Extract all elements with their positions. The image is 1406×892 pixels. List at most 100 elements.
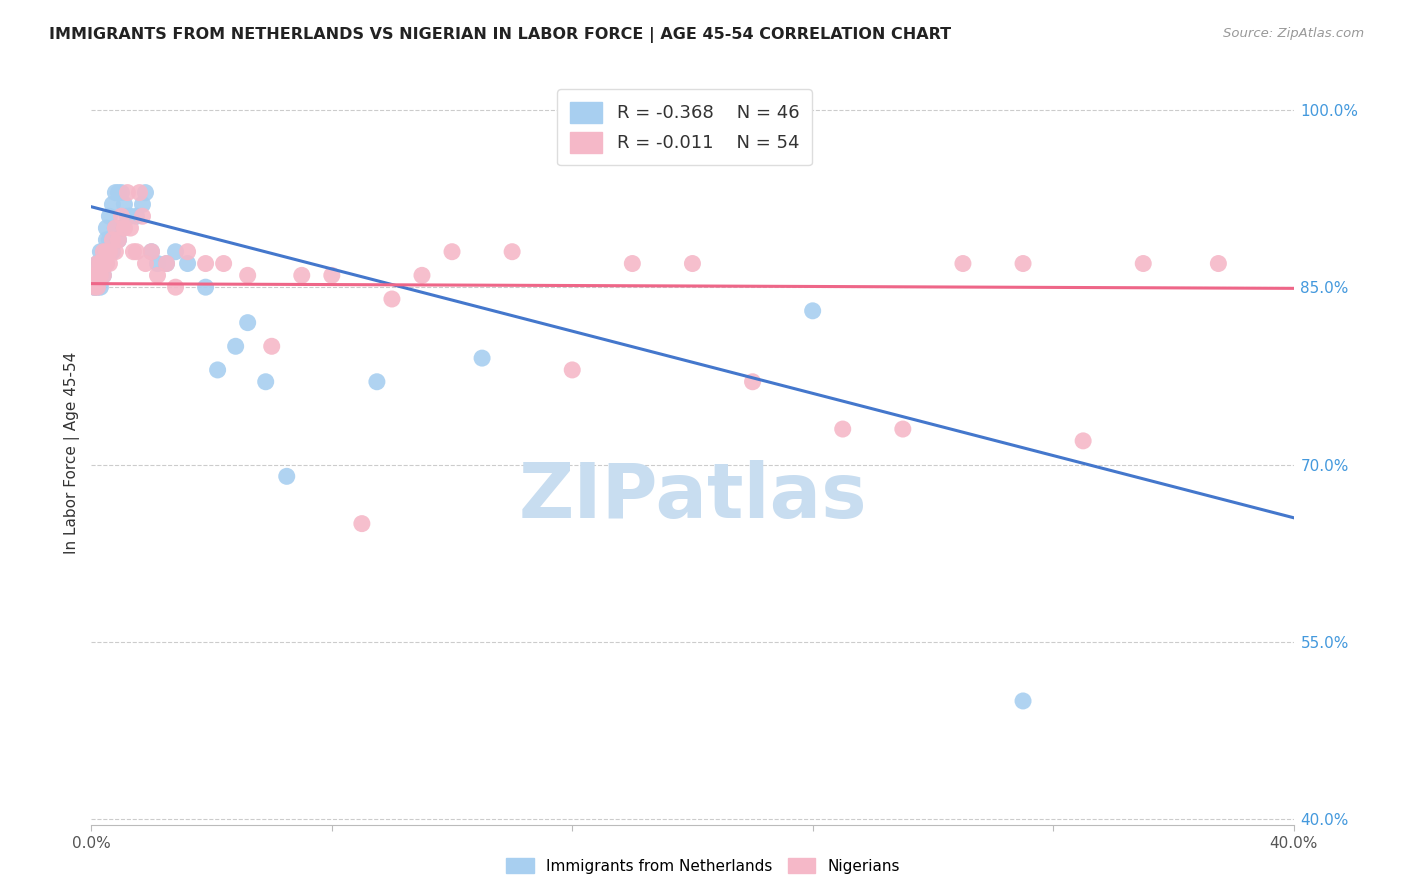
Point	[98, 244, 121, 259]
Point	[86, 280, 108, 294]
Point	[98, 209, 121, 223]
Point	[1012, 256, 1035, 270]
Point	[741, 375, 763, 389]
Point	[236, 316, 259, 330]
Point	[89, 268, 111, 283]
Point	[98, 256, 121, 270]
Point	[561, 363, 583, 377]
Point	[114, 221, 136, 235]
Point	[86, 280, 108, 294]
Point	[125, 244, 148, 259]
Point	[120, 209, 142, 223]
Point	[120, 221, 142, 235]
Point	[93, 256, 115, 270]
Point	[104, 221, 127, 235]
Legend: Immigrants from Netherlands, Nigerians: Immigrants from Netherlands, Nigerians	[501, 852, 905, 880]
Point	[176, 256, 198, 270]
Point	[831, 422, 853, 436]
Point	[110, 209, 132, 223]
Legend: R = -0.368    N = 46, R = -0.011    N = 54: R = -0.368 N = 46, R = -0.011 N = 54	[557, 89, 813, 165]
Point	[165, 244, 187, 259]
Point	[96, 221, 118, 235]
Point	[621, 256, 644, 270]
Point	[104, 186, 127, 200]
Point	[952, 256, 974, 270]
Point	[110, 221, 132, 235]
Text: Source: ZipAtlas.com: Source: ZipAtlas.com	[1223, 27, 1364, 40]
Point	[96, 256, 118, 270]
Point	[83, 268, 105, 283]
Point	[101, 197, 124, 211]
Point	[93, 256, 115, 270]
Point	[1208, 256, 1230, 270]
Point	[131, 209, 153, 223]
Point	[83, 280, 105, 294]
Text: IMMIGRANTS FROM NETHERLANDS VS NIGERIAN IN LABOR FORCE | AGE 45-54 CORRELATION C: IMMIGRANTS FROM NETHERLANDS VS NIGERIAN …	[49, 27, 952, 43]
Point	[96, 244, 118, 259]
Point	[89, 280, 111, 294]
Point	[155, 256, 177, 270]
Point	[89, 256, 111, 270]
Point	[104, 244, 127, 259]
Point	[101, 233, 124, 247]
Point	[891, 422, 914, 436]
Point	[141, 244, 163, 259]
Point	[165, 280, 187, 294]
Point	[1012, 694, 1035, 708]
Point	[83, 280, 105, 294]
Point	[107, 233, 129, 247]
Point	[107, 186, 129, 200]
Point	[1132, 256, 1154, 270]
Point	[93, 244, 115, 259]
Point	[236, 268, 259, 283]
Point	[801, 303, 824, 318]
Point	[440, 244, 463, 259]
Point	[194, 256, 217, 270]
Point	[254, 375, 277, 389]
Point	[276, 469, 298, 483]
Point	[125, 209, 148, 223]
Point	[131, 197, 153, 211]
Point	[89, 256, 111, 270]
Point	[96, 233, 118, 247]
Point	[176, 244, 198, 259]
Point	[146, 268, 169, 283]
Point	[134, 186, 156, 200]
Point	[194, 280, 217, 294]
Point	[114, 197, 136, 211]
Point	[291, 268, 314, 283]
Point	[134, 256, 156, 270]
Point	[110, 186, 132, 200]
Point	[86, 268, 108, 283]
Point	[117, 186, 139, 200]
Point	[86, 256, 108, 270]
Point	[83, 268, 105, 283]
Point	[471, 351, 494, 365]
Point	[225, 339, 247, 353]
Point	[96, 256, 118, 270]
Point	[101, 244, 124, 259]
Point	[681, 256, 703, 270]
Point	[83, 280, 105, 294]
Text: ZIPatlas: ZIPatlas	[519, 460, 866, 534]
Point	[501, 244, 523, 259]
Point	[411, 268, 433, 283]
Point	[366, 375, 388, 389]
Point	[155, 256, 177, 270]
Point	[86, 256, 108, 270]
Point	[350, 516, 373, 531]
Point	[122, 244, 145, 259]
Point	[93, 244, 115, 259]
Point	[1071, 434, 1094, 448]
Point	[107, 233, 129, 247]
Point	[89, 244, 111, 259]
Point	[260, 339, 283, 353]
Point	[98, 233, 121, 247]
Point	[212, 256, 235, 270]
Point	[93, 268, 115, 283]
Point	[141, 244, 163, 259]
Point	[146, 256, 169, 270]
Point	[93, 268, 115, 283]
Point	[207, 363, 229, 377]
Y-axis label: In Labor Force | Age 45-54: In Labor Force | Age 45-54	[65, 351, 80, 554]
